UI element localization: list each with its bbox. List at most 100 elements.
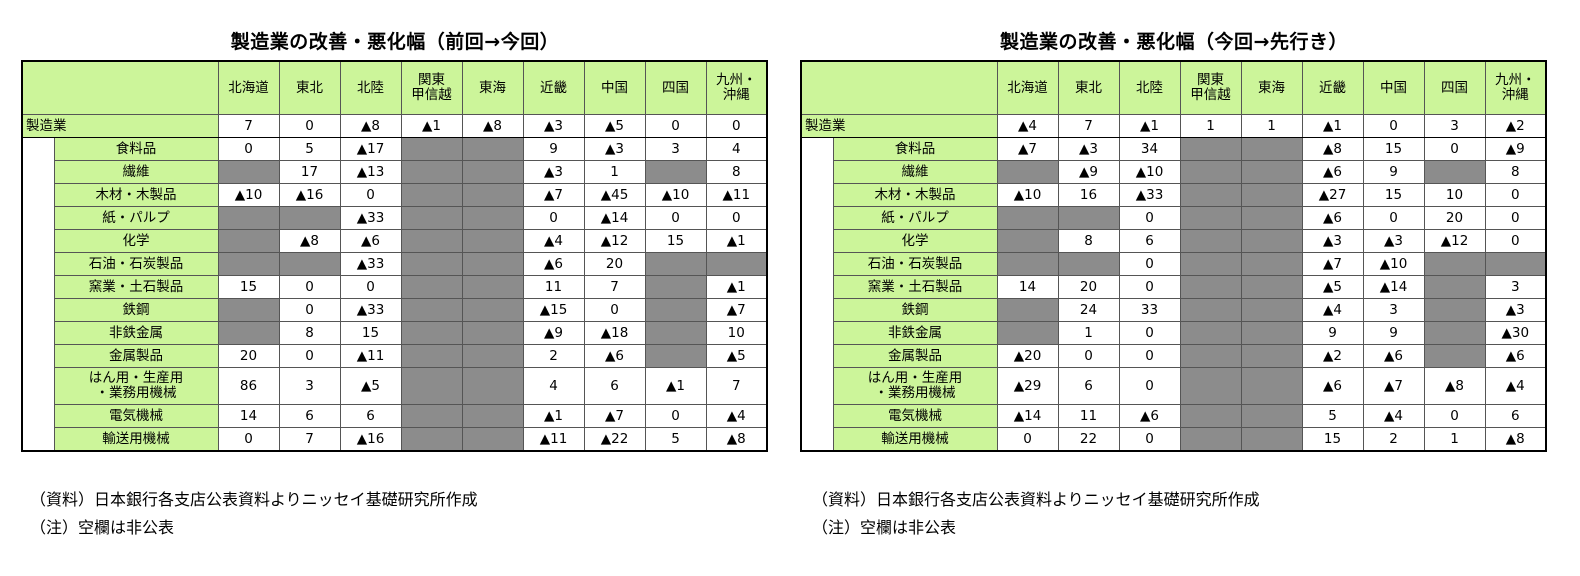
value-cell: ▲7 <box>522 183 585 207</box>
value-cell: ▲3 <box>522 160 585 184</box>
value-cell: 20 <box>217 344 280 368</box>
value-cell: ▲11 <box>522 427 585 452</box>
value-cell: ▲1 <box>644 367 707 405</box>
indent-spacer <box>801 137 834 161</box>
value-cell: ▲6 <box>522 252 585 276</box>
header-row: 北海道 東北 北陸 関東 甲信越 東海 近畿 中国 四国 九州・ 沖縄 <box>800 60 1547 115</box>
industry-row: 金属製品 20 0 ▲11 2 ▲6 ▲5 <box>22 344 768 368</box>
value-cell: ▲10 <box>644 183 707 207</box>
industry-label: 窯業・土石製品 <box>53 275 219 299</box>
industry-row: 食料品 0 5 ▲17 9 ▲3 3 4 <box>22 137 768 161</box>
value-cell: ▲14 <box>1362 275 1425 299</box>
value-cell: ▲9 <box>1057 160 1120 184</box>
value-cell: ▲3 <box>1484 298 1547 322</box>
not-disclosed-cell <box>1423 321 1486 345</box>
not-disclosed-cell <box>461 183 524 207</box>
value-cell: ▲6 <box>1301 367 1364 405</box>
industry-row: 食料品 ▲7 ▲3 34 ▲8 15 0 ▲9 <box>801 137 1547 161</box>
not-disclosed-cell <box>644 160 707 184</box>
value-cell: 0 <box>522 206 585 230</box>
not-disclosed-cell <box>217 160 280 184</box>
not-disclosed-cell <box>400 275 463 299</box>
value-cell: 15 <box>1362 137 1425 161</box>
value-cell: ▲6 <box>583 344 646 368</box>
value-cell: 0 <box>1057 344 1120 368</box>
value-cell: 0 <box>278 344 341 368</box>
value-cell: ▲1 <box>400 114 463 138</box>
value-cell: ▲33 <box>339 206 402 230</box>
not-disclosed-cell <box>461 275 524 299</box>
indent-spacer <box>801 160 834 184</box>
value-cell: 9 <box>522 137 585 161</box>
industry-label: 窯業・土石製品 <box>832 275 998 299</box>
industry-label: 石油・石炭製品 <box>53 252 219 276</box>
value-cell: 86 <box>217 367 280 405</box>
value-cell: ▲6 <box>1118 404 1181 428</box>
indent-spacer <box>801 229 834 253</box>
value-cell: 1 <box>1179 114 1242 138</box>
value-cell: ▲5 <box>339 367 402 405</box>
value-cell: 9 <box>1362 160 1425 184</box>
industry-label: 紙・パルプ <box>53 206 219 230</box>
value-cell: ▲22 <box>583 427 646 452</box>
manufacturing-table: 北海道 東北 北陸 関東 甲信越 東海 近畿 中国 四国 九州・ 沖縄 製造業 7 0 ▲8 ▲1 ▲8 ▲3 ▲5… <box>21 60 768 452</box>
industry-label: 繊維 <box>832 160 998 184</box>
value-cell: ▲13 <box>339 160 402 184</box>
industry-label: 食料品 <box>53 137 219 161</box>
value-cell: ▲3 <box>1362 229 1425 253</box>
value-cell: ▲16 <box>278 183 341 207</box>
industry-label: 化学 <box>53 229 219 253</box>
not-disclosed-cell <box>1240 321 1303 345</box>
value-cell: 0 <box>705 206 768 230</box>
not-disclosed-cell <box>400 206 463 230</box>
not-disclosed-cell <box>1179 298 1242 322</box>
not-disclosed-cell <box>217 229 280 253</box>
value-cell: 0 <box>1118 275 1181 299</box>
value-cell: ▲10 <box>217 183 280 207</box>
source-note: （資料）日本銀行各支店公表資料よりニッセイ基礎研究所作成 <box>812 490 1260 509</box>
value-cell: ▲1 <box>705 275 768 299</box>
value-cell: 5 <box>278 137 341 161</box>
indent-spacer <box>801 344 834 368</box>
value-cell: 6 <box>278 404 341 428</box>
value-cell: ▲16 <box>339 427 402 452</box>
value-cell: ▲15 <box>522 298 585 322</box>
region-header: 東北 <box>1057 60 1120 115</box>
not-disclosed-cell <box>461 367 524 405</box>
indent-spacer <box>801 404 834 428</box>
not-disclosed-cell <box>1240 206 1303 230</box>
value-cell: ▲14 <box>583 206 646 230</box>
value-cell: ▲12 <box>583 229 646 253</box>
value-cell: ▲7 <box>583 404 646 428</box>
value-cell: ▲8 <box>461 114 524 138</box>
value-cell: ▲2 <box>1301 344 1364 368</box>
not-disclosed-cell <box>400 160 463 184</box>
not-disclosed-cell <box>461 404 524 428</box>
indent-spacer <box>801 321 834 345</box>
not-disclosed-cell <box>705 252 768 276</box>
value-cell: 3 <box>1362 298 1425 322</box>
not-disclosed-cell <box>461 160 524 184</box>
value-cell: 0 <box>1362 206 1425 230</box>
manufacturing-total-row: 製造業 7 0 ▲8 ▲1 ▲8 ▲3 ▲5 0 0 <box>21 114 768 138</box>
not-disclosed-cell <box>278 206 341 230</box>
value-cell: 34 <box>1118 137 1181 161</box>
value-cell: ▲3 <box>522 114 585 138</box>
value-cell: 20 <box>1423 206 1486 230</box>
table-title: 製造業の改善・悪化幅（今回→先行き） <box>1000 31 1348 53</box>
not-disclosed-cell <box>217 206 280 230</box>
not-disclosed-cell <box>644 275 707 299</box>
not-disclosed-cell <box>1057 252 1120 276</box>
not-disclosed-cell <box>996 321 1059 345</box>
value-cell: ▲6 <box>1301 160 1364 184</box>
not-disclosed-cell <box>1179 404 1242 428</box>
not-disclosed-cell <box>996 252 1059 276</box>
value-cell: ▲6 <box>1362 344 1425 368</box>
industry-row: 輸送用機械 0 22 0 15 2 1 ▲8 <box>801 427 1547 452</box>
value-cell: 0 <box>1484 229 1547 253</box>
not-disclosed-cell <box>1179 321 1242 345</box>
value-cell: 0 <box>644 114 707 138</box>
value-cell: 20 <box>583 252 646 276</box>
manufacturing-total-row: 製造業 ▲4 7 ▲1 1 1 ▲1 0 3 ▲2 <box>800 114 1547 138</box>
not-disclosed-cell <box>400 344 463 368</box>
